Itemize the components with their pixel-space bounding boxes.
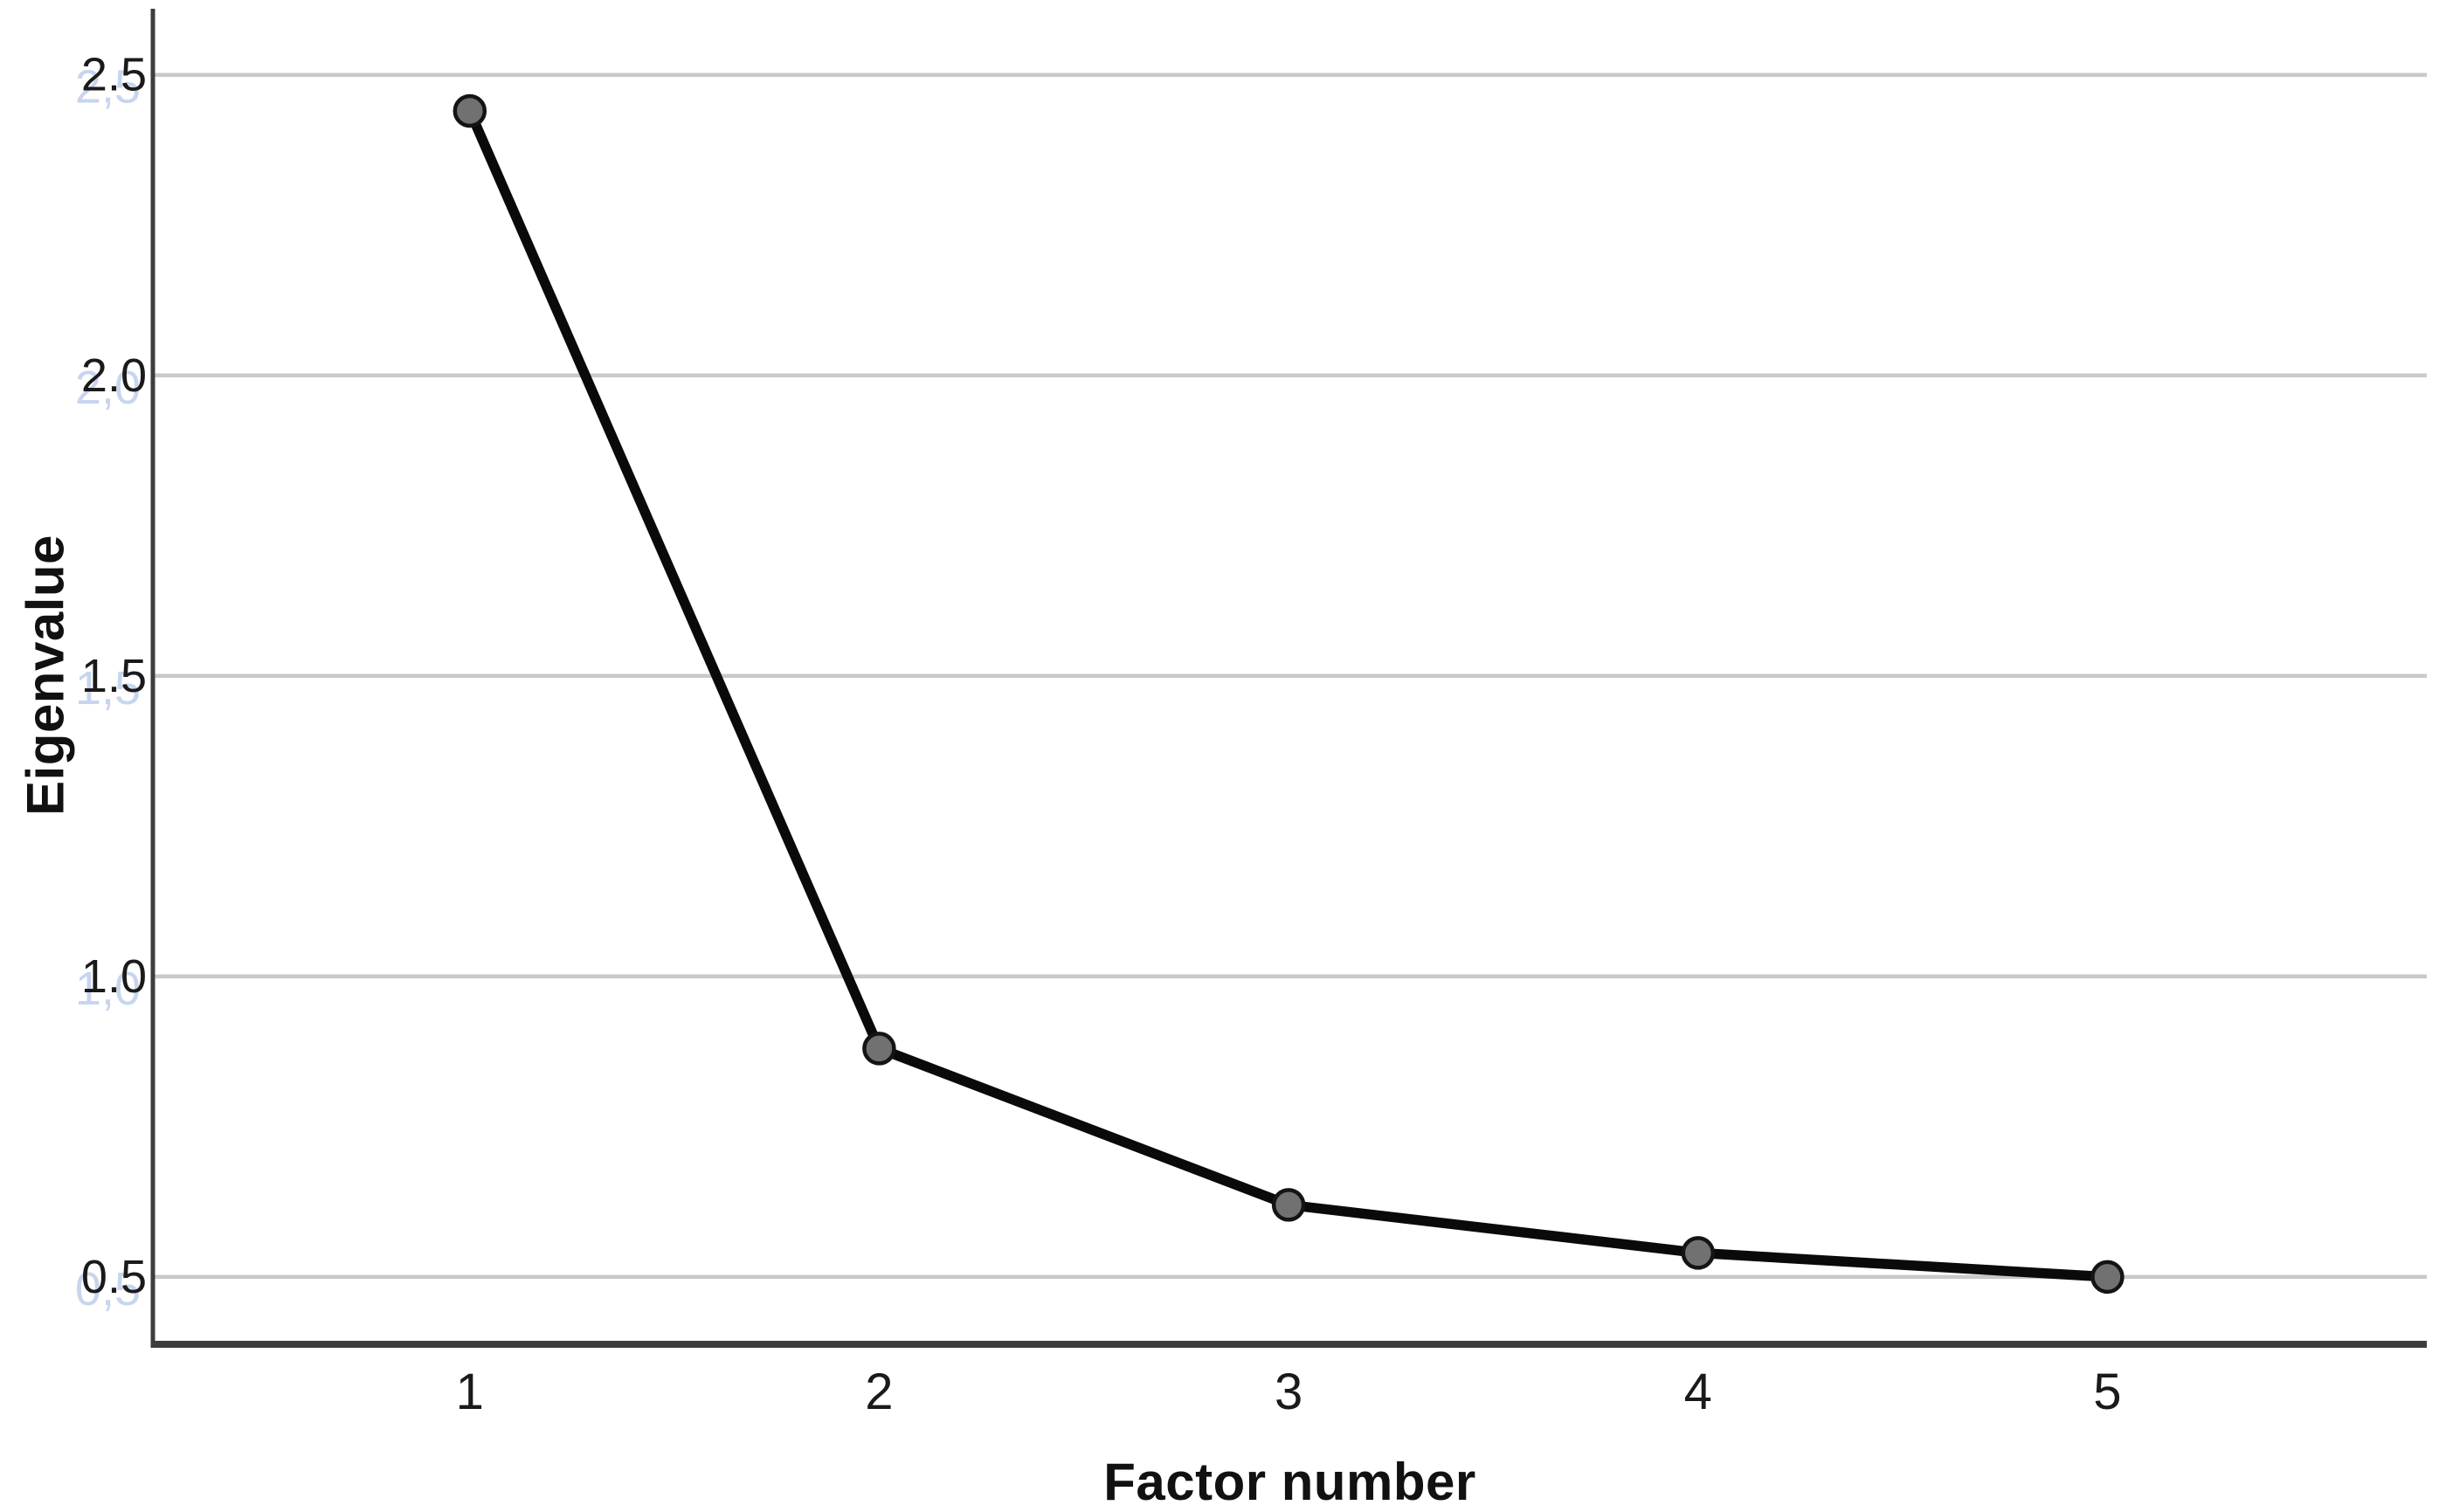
data-point-marker	[2090, 1260, 2125, 1295]
y-tick-ghost-label: 0,5	[75, 1263, 141, 1315]
y-tick-label: 0.5	[81, 1251, 147, 1303]
y-axis-title: Eigenvalue	[16, 535, 75, 816]
y-tick-label: 2.5	[81, 49, 147, 101]
y-tick-label: 2.0	[81, 349, 147, 402]
x-axis-title: Factor number	[1103, 1453, 1476, 1511]
data-point-marker	[453, 93, 487, 128]
x-tick-label: 3	[1275, 1364, 1302, 1420]
x-tick-label: 4	[1684, 1364, 1712, 1420]
x-tick-label: 1	[456, 1364, 484, 1420]
data-point-marker	[1681, 1236, 1716, 1270]
data-point-marker	[1271, 1188, 1306, 1222]
y-tick-ghost-label: 2,5	[75, 61, 141, 114]
y-tick-ghost-label: 2,0	[75, 362, 141, 414]
series-line	[465, 106, 2113, 1282]
y-tick-ghost-label: 1,5	[75, 662, 141, 715]
x-tick-label: 5	[2093, 1364, 2121, 1420]
y-tick-ghost-label: 1,0	[75, 963, 141, 1015]
y-tick-label: 1.0	[81, 950, 147, 1003]
y-tick-label: 1.5	[81, 650, 147, 702]
data-point-marker	[862, 1032, 896, 1066]
x-tick-label: 2	[865, 1364, 893, 1420]
